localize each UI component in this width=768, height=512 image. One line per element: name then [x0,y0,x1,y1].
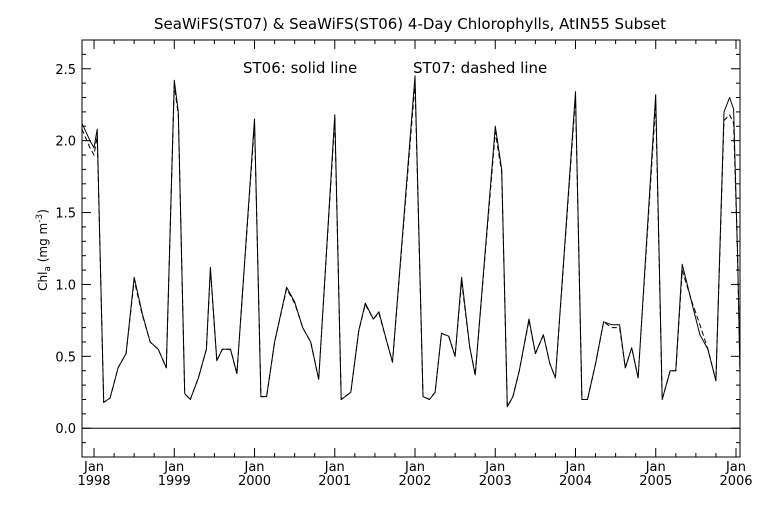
x-tick-month: Jan [484,460,505,475]
annotation-st07: ST07: dashed line [413,59,547,77]
y-tick-label: 2.0 [55,135,76,150]
x-tick-month: Jan [244,460,265,475]
chart-title: SeaWiFS(ST07) & SeaWiFS(ST06) 4-Day Chlo… [154,15,666,33]
annotation-st06: ST06: solid line [243,59,357,77]
y-tick-label: 0.5 [55,350,76,365]
y-axis-label-close: ) [36,209,50,214]
y-axis-label-unit: (mg m [36,223,50,266]
series-layer [81,75,741,408]
series-line-st06 [81,75,741,408]
y-tick-label: 1.5 [55,207,76,222]
x-tick-year: 1998 [77,474,110,489]
x-tick-month: Jan [404,460,425,475]
x-axis: Jan1998Jan1999Jan2000Jan2001Jan2002Jan20… [77,40,753,489]
x-tick-month: Jan [564,460,585,475]
x-tick-year: 2004 [559,474,592,489]
x-tick-year: 1999 [158,474,191,489]
y-axis-label-main: Chl [36,272,50,291]
x-tick-year: 2002 [398,474,431,489]
x-tick-year: 2006 [719,474,752,489]
y-axis-label: Chla (mg m-3) [35,209,53,291]
x-tick-month: Jan [83,460,104,475]
x-tick-month: Jan [163,460,184,475]
y-tick-label: 1.0 [55,278,76,293]
y-axis: 0.0 0.5 1.0 1.5 2.0 2.5 [55,53,740,444]
y-tick-label: 0.0 [55,422,76,437]
x-tick-month: Jan [324,460,345,475]
y-axis-label-sub: a [43,266,53,272]
x-tick-month: Jan [725,460,746,475]
y-tick-label: 2.5 [55,63,76,78]
x-tick-year: 2000 [238,474,271,489]
x-tick-month: Jan [645,460,666,475]
series-line-st07 [81,82,741,408]
x-tick-year: 2001 [318,474,351,489]
x-tick-year: 2003 [479,474,512,489]
y-axis-label-sup: -3 [35,214,45,223]
x-tick-year: 2005 [639,474,672,489]
plot-frame [81,39,741,458]
